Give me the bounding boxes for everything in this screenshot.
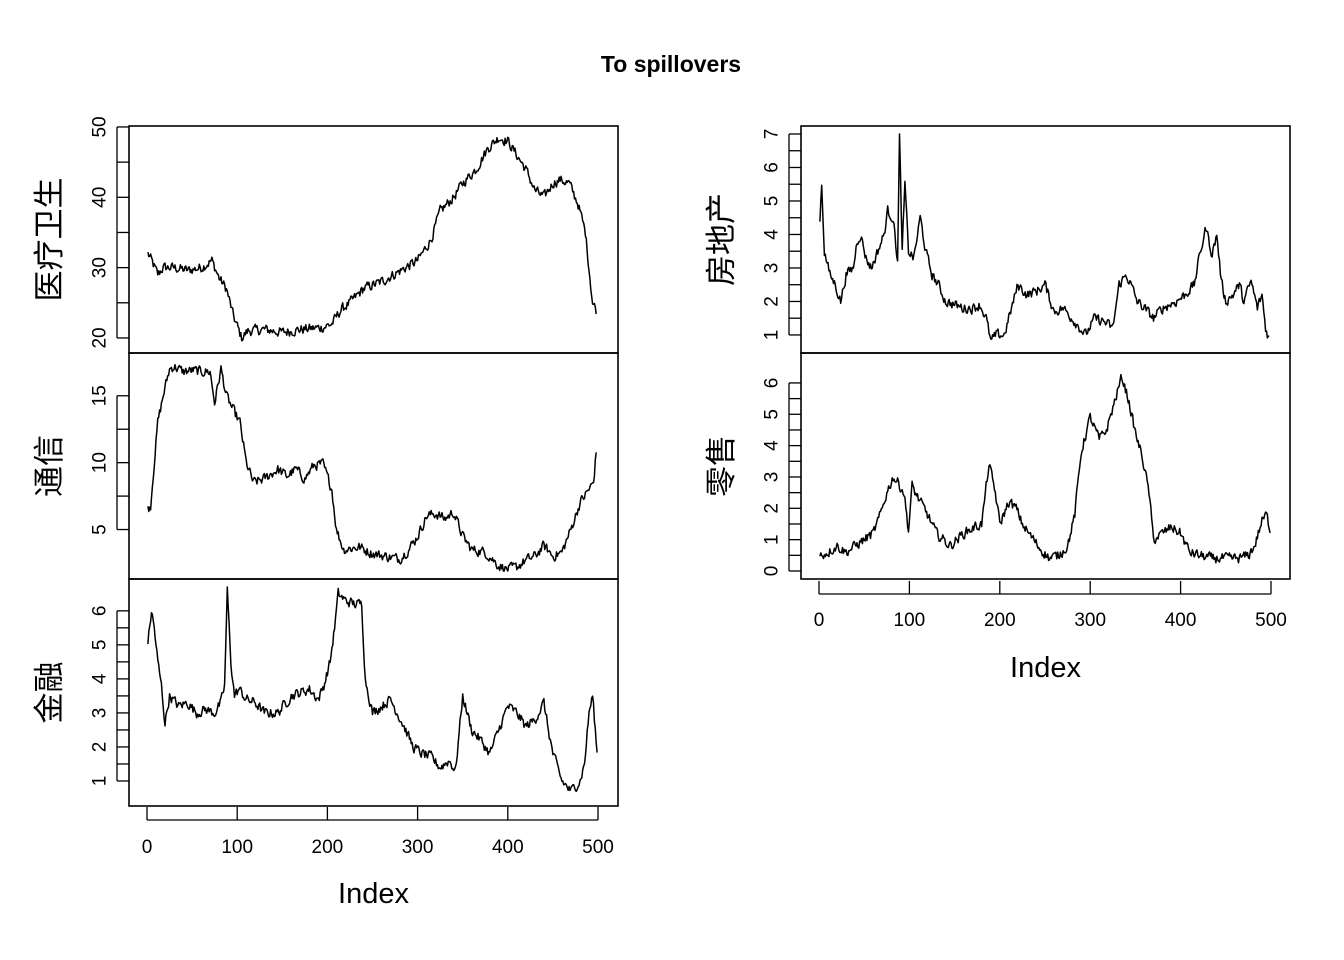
x-tick-label: 500 [1255, 610, 1287, 631]
y-tick-label: 2 [90, 742, 111, 753]
y-tick-label: 3 [90, 708, 111, 719]
panel-frame [128, 578, 619, 807]
panel-2: 1 2 3 4 5 6 金融 [32, 578, 619, 807]
y-tick-label: 5 [762, 409, 783, 420]
y-tick-label: 1 [90, 776, 111, 787]
panel-0: 20 30 40 50 医疗卫生 [32, 116, 619, 354]
series-line [147, 136, 597, 342]
x-tick-label: 0 [142, 837, 153, 858]
x-tick-label: 200 [312, 837, 344, 858]
x-tick-label: 0 [814, 610, 825, 631]
y-tick-label: 10 [90, 452, 111, 473]
y-tick-label: 6 [762, 162, 783, 173]
y-tick-label: 2 [762, 296, 783, 307]
y-tick-label: 20 [90, 327, 111, 348]
y-tick-label: 6 [90, 606, 111, 617]
y-tick-label: 1 [762, 330, 783, 341]
y-tick-label: 3 [762, 472, 783, 483]
y-tick-label: 30 [90, 257, 111, 278]
series-line [147, 586, 598, 792]
y-tick-label: 5 [90, 524, 111, 535]
y-tick-label: 3 [762, 263, 783, 274]
series-line [147, 363, 597, 572]
panel-label: 零售 [704, 435, 740, 497]
x-axis-left: 0 100 200 300 400 500 Index [142, 807, 614, 910]
y-tick-label: 4 [762, 440, 783, 451]
panel-1: 5 10 15 通信 [32, 352, 619, 580]
y-tick-label: 0 [762, 566, 783, 577]
x-tick-label: 400 [492, 837, 524, 858]
panel-label: 通信 [32, 435, 68, 497]
plot-area: 20304050医疗卫生51015通信123456金融1234567房地产012… [32, 116, 1291, 910]
y-tick-label: 4 [90, 673, 111, 684]
panel-3: 1 2 3 4 5 6 7 房地产 [704, 125, 1291, 354]
panel-frame [128, 125, 619, 354]
chart-title: To spillovers [601, 51, 741, 77]
x-tick-label: 100 [894, 610, 926, 631]
x-tick-label: 300 [1074, 610, 1106, 631]
x-axis-label: Index [338, 878, 409, 910]
x-axis-right: 0 100 200 300 400 500 Index [814, 581, 1287, 684]
x-tick-label: 500 [582, 837, 614, 858]
x-tick-label: 200 [984, 610, 1016, 631]
x-tick-label: 400 [1165, 610, 1197, 631]
x-tick-label: 100 [221, 837, 253, 858]
y-tick-label: 5 [90, 640, 111, 651]
y-tick-label: 2 [762, 503, 783, 514]
panel-label: 房地产 [704, 193, 740, 286]
y-tick-label: 7 [762, 129, 783, 140]
y-tick-label: 50 [90, 116, 111, 137]
series-line [819, 133, 1270, 340]
x-axis-label: Index [1010, 652, 1081, 684]
x-tick-label: 300 [402, 837, 434, 858]
y-tick-label: 4 [762, 229, 783, 240]
panel-label: 医疗卫生 [32, 178, 68, 302]
panel-4: 0 1 2 3 4 5 6 零售 [704, 352, 1291, 580]
series-line [819, 373, 1271, 564]
y-tick-label: 15 [90, 385, 111, 406]
y-tick-label: 40 [90, 187, 111, 208]
y-tick-label: 5 [762, 196, 783, 207]
panel-label: 金融 [32, 662, 68, 724]
y-tick-label: 1 [762, 534, 783, 545]
panel-frame [800, 352, 1291, 580]
y-tick-label: 6 [762, 378, 783, 389]
